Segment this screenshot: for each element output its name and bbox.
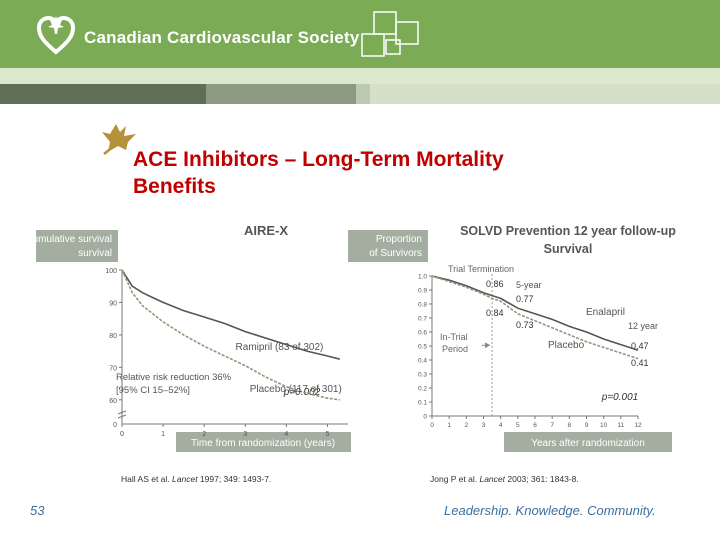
solvd-y-tick-label: 0.9	[418, 288, 427, 295]
aire-x-tick-label: 3	[243, 431, 247, 438]
slide-number: 53	[30, 503, 45, 518]
solvd-chart: Proportion of Survivors SOLVD Prevention…	[348, 220, 698, 460]
reference-left-journal: Lancet	[172, 474, 198, 484]
aire-rrr-line-1: Relative risk reduction 36%	[116, 372, 232, 383]
reference-right-details: 2003; 361: 1843-8.	[505, 474, 579, 484]
solvd-x-tick-label: 2	[465, 422, 469, 429]
solvd-x-tick-label: 7	[550, 422, 554, 429]
solvd-in-trial-line-1: In-Trial	[440, 332, 468, 342]
aire-y-tick-label: 60	[109, 398, 117, 405]
solvd-value-086: 0.86	[486, 279, 504, 289]
solvd-y-tick-label: 0.2	[418, 386, 427, 393]
reference-right-author: Jong P et al.	[430, 474, 480, 484]
solvd-ylabel-line-2: of Survivors	[369, 248, 422, 259]
solvd-value-041: 0.41	[631, 358, 649, 368]
solvd-placebo-label: Placebo	[548, 340, 585, 351]
aire-x-tick-label: 4	[284, 431, 288, 438]
solvd-title-line-1: SOLVD Prevention 12 year follow-up	[460, 224, 676, 238]
aire-title: AIRE-X	[244, 223, 288, 238]
aire-y-tick-label: 80	[109, 333, 117, 340]
solvd-series-line-placebo	[431, 275, 639, 360]
solvd-x-tick-label: 3	[482, 422, 486, 429]
aire-y-tick-label: 100	[105, 268, 117, 275]
solvd-enalapril-label: Enalapril	[586, 307, 625, 318]
organization-name: Canadian Cardiovascular Society	[84, 28, 360, 47]
aire-x-tick-label: 2	[202, 431, 206, 438]
solvd-y-tick-label: 0.3	[418, 372, 427, 379]
solvd-twelve-year-label: 12 year	[628, 321, 658, 331]
solvd-x-tick-label: 11	[617, 422, 624, 429]
solvd-x-tick-label: 1	[447, 422, 451, 429]
maple-leaf-icon	[102, 124, 136, 155]
solvd-in-trial-arrowhead-icon	[485, 342, 491, 349]
solvd-y-tick-label: 0.1	[418, 400, 427, 407]
aire-y-zero-label: 0	[113, 422, 117, 429]
heart-maple-logo-icon	[36, 15, 76, 55]
solvd-value-077: 0.77	[516, 294, 534, 304]
solvd-x-tick-label: 6	[533, 422, 537, 429]
slide-title: ACE Inhibitors – Long-Term Mortality Ben…	[133, 146, 673, 200]
solvd-p-value: p=0.001	[601, 392, 638, 403]
aire-ylabel: % cumulative survival	[36, 234, 112, 245]
reference-right: Jong P et al. Lancet 2003; 361: 1843-8.	[430, 474, 579, 484]
solvd-title-line-2: Survival	[544, 242, 593, 256]
aire-x-plot: % cumulative survival AIRE-X survival Ti…	[36, 223, 351, 452]
aire-x-chart: % cumulative survival AIRE-X survival Ti…	[36, 220, 356, 460]
solvd-value-073: 0.73	[516, 320, 534, 330]
solvd-y-tick-label: 0.8	[418, 302, 427, 309]
solvd-in-trial-line-2: Period	[442, 344, 468, 354]
aire-legend-ramipril: Ramipril (83 of 302)	[236, 342, 324, 353]
aire-y-tick-label: 70	[109, 365, 117, 372]
aire-series-line-ramipril	[121, 269, 341, 360]
solvd-x-tick-label: 4	[499, 422, 503, 429]
solvd-y-tick-label: 0.7	[418, 316, 427, 323]
solvd-x-tick-label: 9	[585, 422, 589, 429]
aire-x-tick-label: 1	[161, 431, 165, 438]
solvd-xlabel: Years after randomization	[531, 438, 645, 449]
aire-x-tick-label: 5	[326, 431, 330, 438]
footer-tagline: Leadership. Knowledge. Community.	[444, 503, 656, 518]
aire-ylabel-part: survival	[78, 248, 112, 259]
solvd-x-tick-label: 5	[516, 422, 520, 429]
solvd-trial-termination: Trial Termination	[448, 264, 514, 274]
solvd-y-tick-label: 0.6	[418, 330, 427, 337]
reference-left-details: 1997; 349: 1493-7.	[197, 474, 272, 484]
slide-title-line-1: ACE Inhibitors – Long-Term Mortality	[133, 148, 504, 171]
solvd-xlabel-box	[504, 432, 672, 452]
solvd-plot: Proportion of Survivors SOLVD Prevention…	[348, 224, 676, 452]
decorative-color-strip	[0, 84, 720, 104]
reference-left: Hall AS et al. Lancet 1997; 349: 1493-7.	[121, 474, 271, 484]
aire-axis-break-icon	[117, 410, 127, 419]
header-light-band	[0, 68, 720, 84]
solvd-y-tick-label: 0.4	[418, 358, 427, 365]
solvd-x-tick-label: 10	[600, 422, 608, 429]
solvd-x-tick-label: 8	[568, 422, 572, 429]
solvd-x-tick-label: 12	[634, 422, 642, 429]
aire-legend-placebo: Placebo (117 of 301)	[250, 384, 342, 395]
solvd-y-tick-label: 1.0	[418, 274, 427, 281]
solvd-y-tick-label: 0.5	[418, 344, 427, 351]
aire-xlabel: Time from randomization (years)	[191, 438, 335, 449]
header-bar: Canadian Cardiovascular Society	[0, 0, 720, 68]
aire-p-value: p=0.002	[283, 387, 321, 398]
reference-left-author: Hall AS et al.	[121, 474, 173, 484]
solvd-five-year-label: 5-year	[516, 280, 542, 290]
solvd-value-047: 0.47	[631, 341, 649, 351]
aire-ylabel-box	[36, 230, 118, 262]
aire-x-tick-label: 0	[120, 431, 124, 438]
solvd-series-line-enalapril	[431, 275, 639, 351]
aire-rrr-line-2: [95% CI 15–52%]	[116, 385, 190, 396]
aire-y-tick-label: 90	[109, 300, 117, 307]
solvd-x-tick-label: 0	[430, 422, 434, 429]
reference-right-journal: Lancet	[479, 474, 505, 484]
aire-series-line-placebo	[121, 269, 340, 401]
solvd-ylabel-box	[348, 230, 428, 262]
decorative-squares-icon	[361, 11, 419, 57]
solvd-ylabel-line-1: Proportion	[376, 234, 422, 245]
aire-xlabel-box	[176, 432, 351, 452]
slide-title-line-2: Benefits	[133, 175, 216, 198]
solvd-value-084: 0.84	[486, 308, 504, 318]
solvd-y-tick-label: 0	[423, 414, 427, 421]
